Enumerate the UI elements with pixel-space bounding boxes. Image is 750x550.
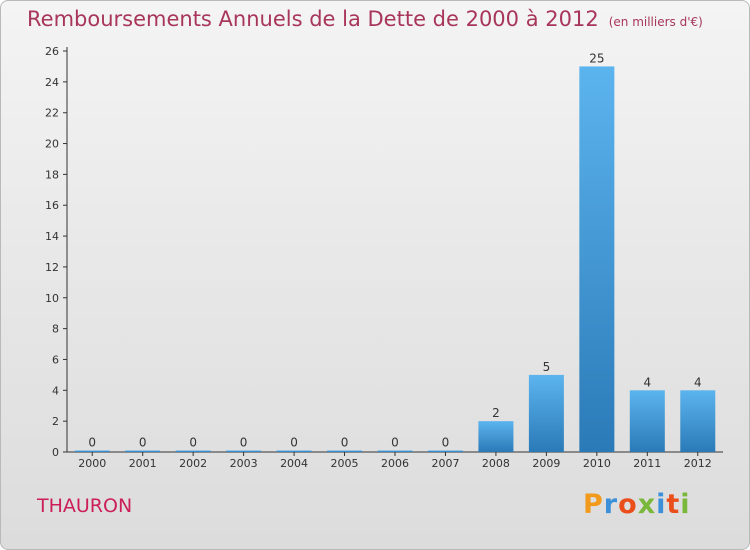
logo-letter: r [603,489,619,520]
y-tick-label: 22 [45,107,59,120]
chart-title: Remboursements Annuels de la Dette de 20… [27,7,703,31]
bar [377,450,413,452]
data-label: 2 [492,406,500,420]
y-tick-label: 6 [52,353,59,366]
data-label: 0 [442,436,450,450]
x-tick-label: 2004 [280,457,308,470]
x-tick-label: 2009 [532,457,560,470]
data-label: 0 [290,436,298,450]
commune-name: THAURON [37,495,133,517]
data-label: 0 [88,436,96,450]
logo-letter: t [666,489,681,520]
data-label: 0 [240,436,248,450]
bar [327,450,363,452]
data-label: 0 [341,436,349,450]
bar [125,450,161,452]
x-tick-label: 2002 [179,457,207,470]
data-label: 0 [189,436,197,450]
bar [680,390,716,452]
y-tick-label: 8 [52,323,59,336]
x-tick-label: 2000 [78,457,106,470]
bars [74,66,716,452]
logo-letter: o [618,489,638,520]
bar [629,390,665,452]
bar [226,450,262,452]
data-label: 5 [543,360,551,374]
bar [579,66,615,452]
bar [74,450,110,452]
labels: 0246810121416182022242620000200102002020… [45,45,712,470]
bar [528,374,564,452]
x-tick-label: 2003 [230,457,258,470]
x-tick-label: 2006 [381,457,409,470]
y-tick-label: 10 [45,292,59,305]
y-tick-label: 4 [52,384,59,397]
x-tick-label: 2011 [633,457,661,470]
data-label: 25 [589,51,604,65]
y-tick-label: 20 [45,138,59,151]
y-tick-label: 0 [52,446,59,459]
logo-letter: i [680,489,691,520]
data-label: 4 [643,375,651,389]
proxiti-logo: Proxiti [583,489,691,520]
y-tick-label: 24 [45,76,59,89]
x-tick-label: 2010 [583,457,611,470]
y-tick-label: 26 [45,45,59,58]
chart-unit: (en milliers d'€) [608,15,703,29]
chart-title-text: Remboursements Annuels de la Dette de 20… [27,7,599,31]
logo-letter: i [656,489,667,520]
y-tick-label: 18 [45,168,59,181]
bar [478,421,514,452]
y-tick-label: 16 [45,199,59,212]
y-tick-label: 2 [52,415,59,428]
y-tick-label: 14 [45,230,59,243]
logo-letter: P [583,489,604,520]
x-tick-label: 2008 [482,457,510,470]
x-tick-label: 2001 [129,457,157,470]
data-label: 0 [139,436,147,450]
axes [63,47,723,456]
data-label: 0 [391,436,399,450]
bar [276,450,312,452]
x-tick-label: 2007 [431,457,459,470]
bar [175,450,211,452]
x-tick-label: 2012 [684,457,712,470]
x-tick-label: 2005 [331,457,359,470]
logo-letter: x [637,489,657,520]
bar [427,450,463,452]
data-label: 4 [694,375,702,389]
y-tick-label: 12 [45,261,59,274]
